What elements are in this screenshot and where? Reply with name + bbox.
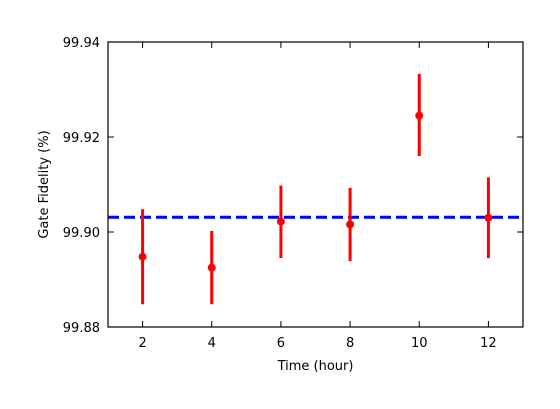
y-tick-label: 99.92 [63,131,100,146]
data-point [346,220,355,229]
axis-ticks: 2 4 6 8 10 12 99.88 99.90 99.92 99.94 [63,36,523,351]
x-tick-label: 6 [277,336,285,351]
x-tick-label: 4 [208,336,216,351]
x-tick-label: 10 [411,336,428,351]
y-axis-label: Gate Fidelity (%) [37,130,52,238]
data-point [138,252,147,261]
y-tick-label: 99.88 [63,321,100,336]
data-point [415,111,424,120]
axes-frame [107,41,524,328]
data-point [276,217,285,226]
axes-border [107,41,524,328]
plot-area [108,73,523,305]
x-tick-label: 2 [138,336,146,351]
y-tick-label: 99.94 [63,36,100,51]
x-tick-label: 12 [480,336,497,351]
x-tick-label: 8 [346,336,354,351]
data-point [207,263,216,272]
x-axis-label: Time (hour) [277,359,354,374]
y-tick-label: 99.90 [63,226,100,241]
data-point [484,213,493,222]
